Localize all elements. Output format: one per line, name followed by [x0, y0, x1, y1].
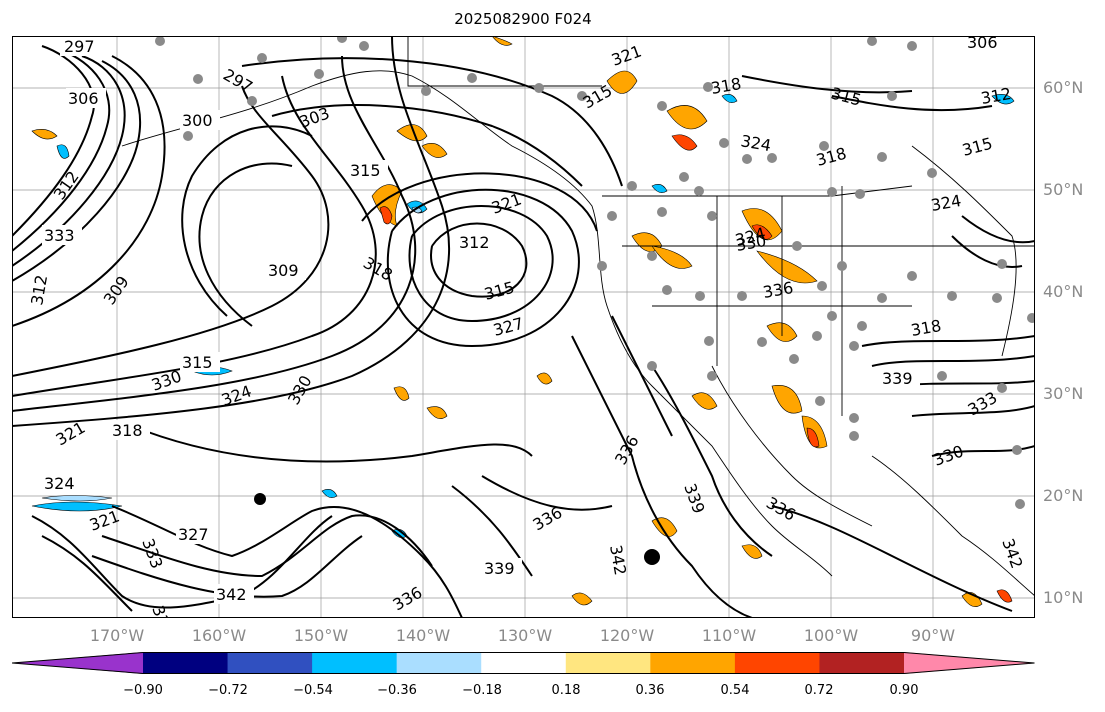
colorbar-extend-low [12, 652, 143, 674]
contour-label: 297 [64, 37, 95, 56]
colorbar-segment [565, 652, 651, 674]
contour-label: 324 [219, 381, 254, 409]
contour-label: 312 [50, 167, 83, 203]
contour-label: 315 [960, 134, 994, 160]
colorbar-tick-label: 0.18 [551, 683, 581, 698]
lat-tick-label: 60°N [1043, 78, 1084, 97]
colorbar-tick-label: −0.72 [208, 683, 248, 698]
contour-label: 321 [609, 41, 644, 69]
contour-label: 336 [611, 432, 643, 468]
contour-label: 333 [138, 536, 166, 571]
lon-tick-label: 100°W [803, 626, 859, 645]
lat-tick-label: 20°N [1043, 486, 1084, 505]
contour-label: 324 [44, 474, 75, 493]
contour-label: 318 [909, 316, 942, 340]
colorbar-segment [227, 652, 313, 674]
lon-tick-label: 170°W [89, 626, 145, 645]
colorbar-segment [734, 652, 820, 674]
contour-label: 318 [112, 421, 143, 440]
contour-label: 306 [68, 89, 99, 108]
contour-label: 336 [390, 583, 426, 615]
colorbar-segment [481, 652, 567, 674]
lon-tick-label: 90°W [910, 626, 956, 645]
contour-label: 342 [606, 543, 630, 576]
graticule [12, 36, 1035, 618]
contour-label: 339 [680, 481, 708, 516]
contour-label: 297 [220, 65, 256, 97]
lat-tick-label: 30°N [1043, 384, 1084, 403]
lon-tick-label: 150°W [293, 626, 349, 645]
feature-markers [254, 493, 660, 565]
colorbar-tick-label: 0.90 [889, 683, 919, 698]
lon-tick-label: 130°W [497, 626, 553, 645]
colorbar-segment [650, 652, 736, 674]
lon-tick-label: 110°W [701, 626, 757, 645]
lat-tick-label: 40°N [1043, 282, 1084, 301]
contour-label: 336 [763, 493, 799, 525]
colorbar-tick-label: 0.72 [804, 683, 834, 698]
contour-label: 339 [484, 559, 515, 578]
contour-label: 342 [216, 585, 247, 604]
station-markers [155, 36, 1035, 509]
contour-label: 342 [998, 536, 1026, 571]
colorbar-segment [312, 652, 398, 674]
colorbar-segments [12, 652, 1035, 674]
lat-tick-label: 10°N [1043, 588, 1084, 607]
contour-label: 312 [459, 233, 490, 252]
contour-label: 330 [931, 441, 966, 469]
map-canvas: 297 297 306 300 303 312 309 315 318 315 … [12, 36, 1035, 618]
colorbar-tick-label: −0.36 [377, 683, 417, 698]
contour-label: 306 [967, 36, 998, 52]
contour-label: 324 [929, 191, 962, 215]
lat-tick-label: 50°N [1043, 180, 1084, 199]
contour-label: 336 [761, 278, 794, 302]
colorbar-tick-label: 0.54 [720, 683, 750, 698]
contour-label: 312 [979, 84, 1012, 108]
colorbar [12, 652, 1035, 674]
contour-label: 318 [360, 253, 396, 285]
contour-label: 315 [829, 84, 863, 110]
colorbar-tick-label: −0.54 [293, 683, 333, 698]
contour-label: 315 [350, 161, 381, 180]
colorbar-tick-label: 0.36 [635, 683, 665, 698]
contour-label: 315 [482, 278, 516, 304]
contour-label: 318 [709, 74, 742, 98]
map-panel: 297 297 306 300 303 312 309 315 318 315 … [12, 36, 1035, 618]
contour-label: 312 [27, 273, 51, 306]
lon-tick-label: 120°W [599, 626, 655, 645]
contour-label: 324 [739, 131, 772, 155]
contour-label: 327 [178, 525, 209, 544]
colorbar-tick-label: −0.18 [462, 683, 502, 698]
contour-labels: 297 297 306 300 303 312 309 315 318 315 … [27, 36, 1027, 618]
contour-label: 303 [297, 103, 332, 131]
contour-label: 300 [182, 111, 213, 130]
colorbar-segment [143, 652, 229, 674]
coastlines [121, 36, 1035, 597]
contour-label: 333 [965, 388, 1001, 420]
contour-label: 333 [44, 226, 75, 245]
contours [12, 36, 1035, 618]
contour-label: 339 [148, 603, 176, 618]
map-title: 2025082900 F024 [454, 10, 592, 28]
contour-label: 339 [882, 369, 913, 388]
colorbar-tick-label: −0.90 [123, 683, 163, 698]
lon-tick-label: 160°W [191, 626, 247, 645]
contour-label: 309 [100, 272, 133, 308]
contour-label: 309 [268, 261, 299, 280]
contour-label: 330 [284, 372, 316, 408]
colorbar-segment [396, 652, 482, 674]
contour-label: 315 [182, 353, 213, 372]
colorbar-segment [819, 652, 905, 674]
contour-label: 330 [734, 231, 767, 255]
colorbar-outline [12, 652, 1035, 674]
lon-tick-label: 140°W [395, 626, 451, 645]
shading-blobs [31, 36, 1015, 607]
colorbar-extend-high [904, 652, 1035, 674]
